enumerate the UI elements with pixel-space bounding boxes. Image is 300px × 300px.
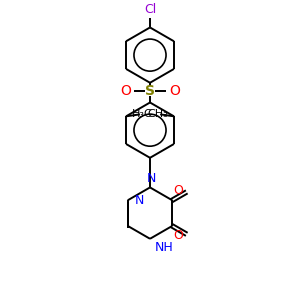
Text: NH: NH [155, 241, 174, 254]
Text: Cl: Cl [144, 3, 156, 16]
Text: S: S [145, 84, 155, 98]
Text: O: O [120, 84, 131, 98]
Text: O: O [169, 84, 180, 98]
Text: N: N [146, 172, 156, 185]
Text: O: O [173, 229, 183, 242]
Text: O: O [173, 184, 183, 197]
Text: N: N [135, 194, 144, 207]
Text: CH₃: CH₃ [148, 110, 169, 119]
Text: H₃C: H₃C [131, 110, 152, 119]
